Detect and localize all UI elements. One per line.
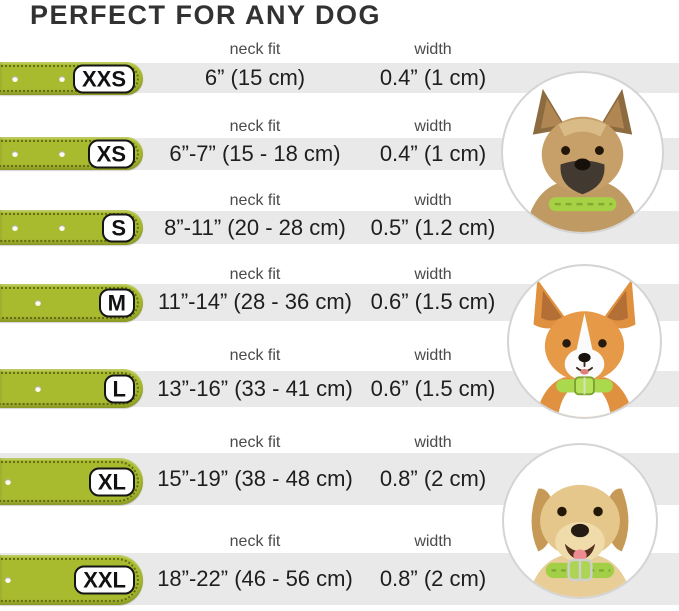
column-header-width: width	[414, 434, 452, 451]
collar-hole	[59, 224, 65, 231]
page-title: PERFECT FOR ANY DOG	[30, 0, 382, 30]
collar-hole	[59, 150, 65, 157]
collar-strap: XXS	[0, 62, 143, 95]
column-header-width: width	[414, 266, 452, 283]
column-header-width: width	[414, 533, 452, 550]
width-value: 0.8” (2 cm)	[379, 566, 487, 591]
size-badge: XL	[88, 467, 135, 496]
collar-hole	[12, 150, 18, 157]
width-value: 0.4” (1 cm)	[379, 65, 487, 90]
column-header-neck-fit: neck fit	[229, 533, 281, 550]
size-badge: L	[103, 374, 135, 403]
corgi-dog-photo	[507, 264, 662, 419]
collar-hole	[12, 224, 18, 231]
collar-strap: S	[0, 210, 143, 245]
column-header-width: width	[414, 192, 452, 209]
collar-stitching	[0, 65, 139, 92]
collar-strap: M	[0, 284, 143, 322]
size-badge: XS	[87, 139, 135, 168]
collar-hole	[35, 300, 41, 306]
neck-fit-value: 15”-19” (38 - 48 cm)	[157, 466, 353, 491]
column-header-width: width	[414, 347, 452, 364]
collar-hole	[35, 385, 41, 392]
collar-hole	[12, 75, 18, 82]
width-value: 0.5” (1.2 cm)	[370, 215, 496, 240]
terrier-illustration	[524, 88, 641, 232]
collar-stitching	[0, 558, 139, 602]
collar-hole	[59, 75, 65, 82]
width-value: 0.6” (1.5 cm)	[370, 376, 496, 401]
neck-fit-value: 6”-7” (15 - 18 cm)	[169, 141, 341, 166]
collar-stitching	[0, 461, 139, 502]
column-header-neck-fit: neck fit	[229, 192, 281, 209]
collar-strap: XL	[0, 458, 143, 505]
size-badge: M	[98, 288, 135, 318]
labrador-dog-photo	[502, 443, 658, 599]
neck-fit-value: 11”-14” (28 - 36 cm)	[158, 289, 352, 314]
terrier-dog-photo	[501, 71, 664, 234]
neck-fit-value: 18”-22” (46 - 56 cm)	[157, 566, 353, 591]
column-header-neck-fit: neck fit	[229, 41, 281, 58]
neck-fit-value: 6” (15 cm)	[204, 65, 306, 90]
column-header-neck-fit: neck fit	[229, 434, 281, 451]
neck-fit-value: 8”-11” (20 - 28 cm)	[164, 215, 346, 240]
size-badge: XXL	[74, 565, 135, 595]
collar-hole	[5, 577, 11, 583]
column-header-neck-fit: neck fit	[229, 266, 281, 283]
collar-stitching	[0, 213, 139, 242]
neck-fit-value: 13”-16” (33 - 41 cm)	[157, 376, 353, 401]
collar-strap: XS	[0, 137, 143, 170]
collar-stitching	[0, 372, 139, 405]
collar-strap: XXL	[0, 555, 143, 605]
collar-stitching	[0, 140, 139, 167]
column-header-neck-fit: neck fit	[229, 347, 281, 364]
column-header-width: width	[414, 118, 452, 135]
size-badge: XXS	[72, 64, 135, 93]
labrador-illustration	[528, 484, 632, 597]
size-badge: S	[102, 213, 135, 242]
column-header-neck-fit: neck fit	[229, 118, 281, 135]
corgi-illustration	[533, 279, 636, 417]
width-value: 0.4” (1 cm)	[379, 141, 487, 166]
width-value: 0.8” (2 cm)	[379, 466, 487, 491]
column-header-width: width	[414, 41, 452, 58]
collar-hole	[5, 478, 11, 485]
collar-stitching	[0, 287, 139, 319]
width-value: 0.6” (1.5 cm)	[370, 289, 496, 314]
collar-strap: L	[0, 369, 143, 408]
